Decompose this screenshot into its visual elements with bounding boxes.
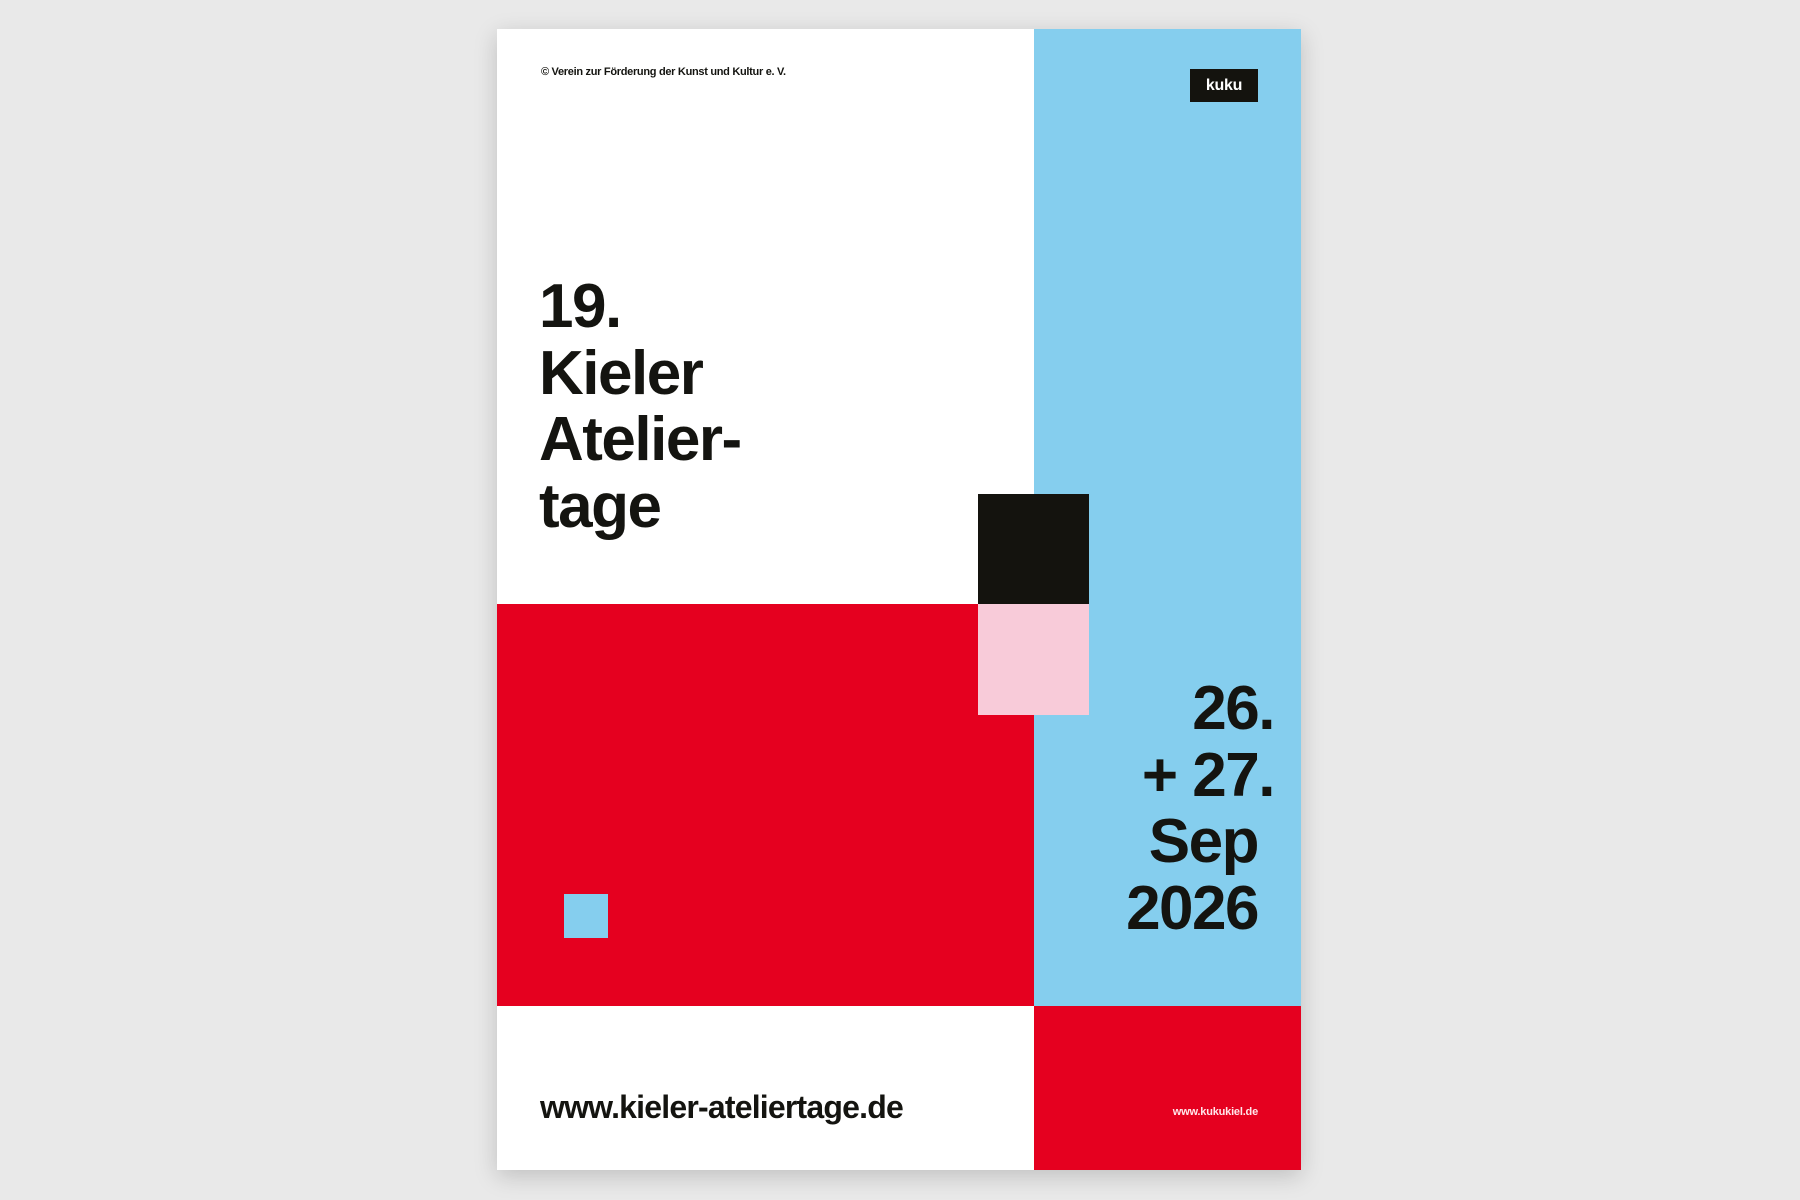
red-block (497, 604, 1034, 1006)
black-square (978, 494, 1089, 604)
title-line: 19. (539, 272, 622, 341)
date-line: 2026 (1126, 873, 1259, 943)
event-title: 19. Kieler Atelier- tage (539, 272, 742, 541)
bottom-right-red-block (1034, 1006, 1301, 1170)
title-line: Atelier- (539, 405, 742, 474)
org-website-link[interactable]: www.kukukiel.de (1172, 1106, 1258, 1118)
small-blue-square (564, 894, 608, 938)
event-dates: 26. + 27. Sep 2026 (1126, 674, 1276, 943)
title-line: tage (539, 471, 662, 541)
kuku-logo: kuku (1190, 69, 1258, 102)
kuku-logo-text: kuku (1205, 76, 1243, 94)
date-line: 26. (1192, 674, 1275, 743)
date-line: + 27. (1141, 740, 1276, 810)
website-link[interactable]: www.kieler-ateliertage.de (540, 1089, 904, 1125)
title-line: Kieler (539, 338, 704, 408)
pink-square (978, 604, 1089, 715)
poster: © Verein zur Förderung der Kunst und Kul… (497, 29, 1301, 1170)
copyright-text: © Verein zur Förderung der Kunst und Kul… (541, 66, 786, 78)
date-line: Sep (1148, 807, 1260, 876)
